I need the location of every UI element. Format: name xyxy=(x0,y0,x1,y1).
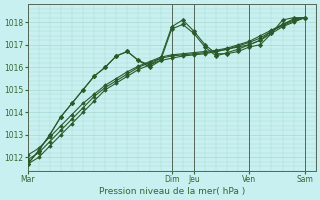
X-axis label: Pression niveau de la mer( hPa ): Pression niveau de la mer( hPa ) xyxy=(99,187,245,196)
